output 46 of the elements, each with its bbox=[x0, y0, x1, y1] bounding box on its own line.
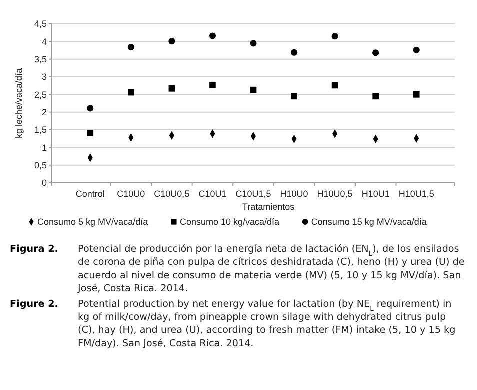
point bbox=[372, 50, 380, 56]
text: Potential production by net energy value for lactation (by NE$_{L}$ requirement) in kg of milk/cow/day, from pineapple crown silage with dehydrated citrus pulp (C), hay (H), and urea (U), according to fresh matter (FM) intake (5, 10 y 15 kg FM/day). San José, Costa Rica. 2014. bbox=[78, 298, 456, 350]
point bbox=[250, 40, 257, 47]
point bbox=[168, 86, 176, 92]
x-tick-label: H10U0 bbox=[280, 189, 308, 199]
point bbox=[87, 130, 94, 136]
caption: Figure 2. bbox=[10, 298, 58, 310]
y-tick-label: 3,5 bbox=[34, 54, 47, 64]
point bbox=[168, 38, 176, 45]
y-tick-label: 2 bbox=[42, 107, 47, 118]
point bbox=[372, 93, 379, 100]
point bbox=[87, 105, 94, 112]
y-axis-title: kg leche/vaca/día bbox=[14, 68, 24, 139]
x-tick-label: C10U0,5 bbox=[154, 189, 190, 199]
point bbox=[413, 46, 420, 54]
text: Figura 2. bbox=[10, 244, 58, 255]
x-tick-label: Control bbox=[76, 189, 105, 199]
y-tick-label: 4,5 bbox=[34, 19, 47, 30]
y-tick-label: 3 bbox=[42, 72, 47, 82]
y-tick-label: 2,5 bbox=[34, 90, 47, 100]
y-tick-label: 4 bbox=[42, 36, 47, 47]
x-axis-title: Tratamientos bbox=[242, 202, 296, 212]
x-tick-label: H10U1,5 bbox=[398, 189, 434, 199]
x-tick-label: H10U0,5 bbox=[317, 189, 353, 199]
x-tick-label: C10U1 bbox=[198, 189, 227, 199]
y-tick-label: 0,5 bbox=[34, 160, 47, 170]
x-tick-label: C10U0 bbox=[117, 189, 146, 199]
y-tick-label: 0 bbox=[42, 178, 47, 188]
point bbox=[291, 93, 298, 100]
x-tick-label: H10U1 bbox=[362, 189, 390, 199]
point bbox=[128, 44, 134, 51]
point bbox=[290, 49, 298, 56]
x-tick-label: C10U1,5 bbox=[236, 189, 272, 199]
point bbox=[250, 86, 257, 94]
point bbox=[332, 82, 338, 89]
point bbox=[413, 92, 420, 98]
point bbox=[332, 33, 338, 40]
text: Potencial de producción por la energía neta de lactación (EN$_{L}$), de los ensilados de corona de piña con pulpa de cítricos deshidratada (C), heno (H) y urea (U) de acuerdo al nivel de consumo de materia verde (MV) (5, 10 y 15 kg MV/día). San José, Costa Rica. 2014. bbox=[78, 244, 465, 295]
point bbox=[209, 32, 216, 40]
y-tick-label: 1,5 bbox=[34, 125, 47, 136]
point bbox=[128, 89, 134, 96]
point bbox=[210, 82, 216, 88]
legend-label: Consumo 15 kg MV/vaca/día bbox=[311, 217, 427, 227]
legend-label: Consumo 5 kg MV/vaca/día bbox=[38, 217, 148, 227]
legend-label: Consumo 10 kg/vaca/día bbox=[180, 217, 280, 227]
y-tick-label: 1 bbox=[42, 142, 47, 153]
